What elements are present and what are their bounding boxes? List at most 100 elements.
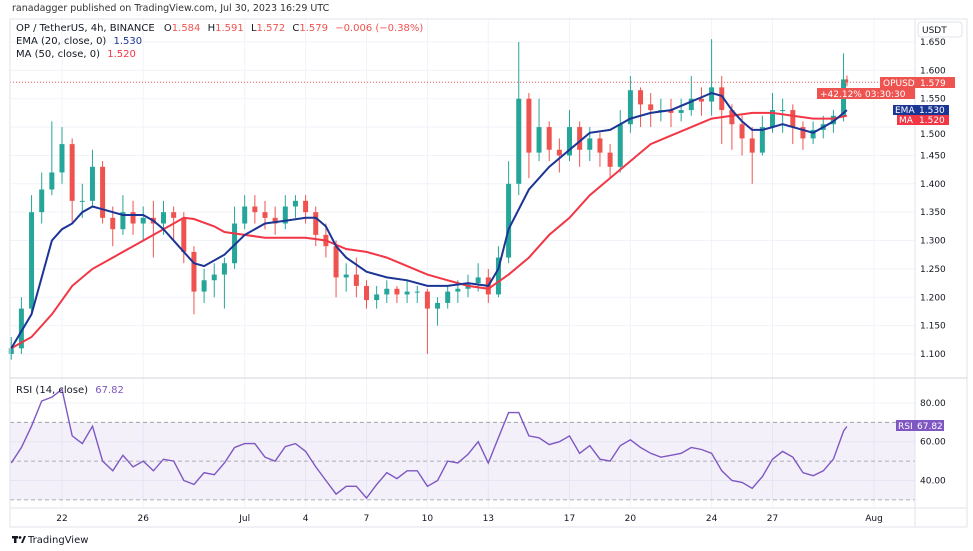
time-tick-label: 10	[422, 514, 434, 524]
price-tick-label: 1.600	[920, 66, 946, 76]
legend-c-label: C	[292, 23, 299, 34]
candle-body	[790, 110, 796, 128]
candle-body	[688, 98, 694, 111]
candle-body	[475, 277, 481, 284]
legend-change: −0.006 (−0.38%)	[335, 23, 423, 34]
legend-rsi-value: 67.82	[95, 385, 124, 396]
candle-body	[546, 127, 552, 150]
candle-body	[577, 127, 583, 150]
last-price-tag: OPUSDT 1.579 +42.12% 03:30:30	[817, 77, 955, 100]
ma-tag-label: MA	[899, 116, 914, 126]
time-tick-label: Aug	[865, 514, 883, 524]
candle-body	[506, 183, 512, 258]
candle-body	[8, 348, 14, 354]
rsi-tick-label: 40.00	[920, 477, 946, 487]
rsi-tag-label: RSI	[898, 422, 913, 432]
candle-body	[353, 274, 359, 286]
candle-body	[607, 152, 613, 167]
candle-body	[556, 149, 562, 156]
candle-body	[617, 124, 623, 167]
legend-rsi-label: RSI (14, close)	[16, 385, 88, 396]
candle-body	[29, 212, 35, 309]
chart-frame	[9, 18, 968, 528]
change-percent: +42.12%	[820, 90, 862, 100]
candle-body	[845, 79, 849, 83]
candle-body	[698, 98, 704, 102]
time-tick-label: 17	[564, 514, 575, 524]
legend-rsi[interactable]: RSI (14, close) 67.82	[16, 385, 124, 396]
candle-body	[678, 110, 684, 113]
rsi-tick-label: 60.00	[920, 438, 946, 448]
published-text: ranadagger published on TradingView.com,…	[12, 3, 330, 14]
rsi-ticks[interactable]: 80.00 60.00 40.00	[920, 399, 946, 487]
candle-body	[272, 217, 278, 224]
candle-body	[780, 110, 786, 112]
candle-body	[668, 110, 674, 113]
candle-body	[18, 308, 24, 349]
time-tick-label: 4	[303, 514, 309, 524]
candle-body	[424, 291, 430, 309]
legend-low: 1.572	[257, 23, 286, 34]
currency-button[interactable]: USDT	[917, 21, 963, 38]
legend-ma[interactable]: MA (50, close, 0) 1.520	[16, 49, 136, 60]
candle-body	[364, 285, 369, 301]
legend-ma-label: MA (50, close, 0)	[16, 49, 100, 60]
legend-high: 1.591	[215, 23, 244, 34]
candle-body	[181, 217, 187, 252]
candle-body	[59, 144, 65, 173]
symbol-tag: OPUSDT	[883, 79, 921, 89]
time-tick-label: 13	[483, 514, 494, 524]
candle-body	[79, 200, 85, 202]
candle-body	[435, 302, 441, 309]
candle-body	[140, 217, 146, 224]
tradingview-brand: TradingView	[27, 535, 88, 546]
time-tick-label: 27	[767, 514, 778, 524]
price-tick-label: 1.100	[920, 350, 946, 360]
ma-line	[10, 111, 848, 350]
candle-body	[627, 90, 633, 125]
ema-tag-value: 1.530	[919, 106, 945, 116]
time-tick-label: 26	[137, 514, 149, 524]
time-ticks[interactable]: 22 26 Jul 4 7 10 13 17 20 24 27 Aug	[56, 514, 883, 524]
candle-body	[810, 129, 816, 139]
time-tick-label: 24	[706, 514, 718, 524]
price-tick-label: 1.250	[920, 265, 946, 275]
rsi-line	[10, 388, 848, 500]
tradingview-logo[interactable]: TradingView	[12, 535, 88, 546]
candle-body	[110, 217, 116, 230]
price-ticks[interactable]: 1.650 1.600 1.550 1.500 1.450 1.400 1.350 1.300…	[920, 38, 946, 360]
candle-body	[455, 288, 461, 292]
candle-body	[252, 206, 258, 213]
legend-ema[interactable]: EMA (20, close, 0) 1.530	[16, 36, 142, 47]
candle-body	[648, 104, 654, 111]
rsi-tag: RSI 67.82	[896, 420, 944, 432]
candle-body	[232, 223, 238, 264]
candle-body	[770, 110, 775, 128]
candle-body	[384, 288, 390, 295]
candle-body	[130, 212, 136, 224]
candle-body	[729, 110, 735, 125]
candle-body	[536, 127, 542, 153]
candle-body	[69, 144, 75, 201]
candle-body	[120, 212, 126, 230]
candle-body	[587, 138, 593, 150]
bar-countdown: 03:30:30	[865, 90, 906, 100]
price-tick-label: 1.350	[920, 208, 946, 218]
legend-o-label: O	[164, 23, 172, 34]
price-tick-label: 1.650	[920, 38, 946, 48]
candle-body	[100, 166, 106, 218]
candle-body	[516, 98, 522, 184]
legend-ema-value: 1.530	[114, 36, 143, 47]
candle-body	[638, 90, 644, 105]
candle-body	[404, 291, 410, 295]
candle-body	[800, 127, 806, 139]
candle-body	[830, 115, 836, 125]
candle-body	[749, 138, 755, 153]
candles	[8, 39, 849, 360]
candle-body	[171, 212, 177, 218]
time-tick-label: 20	[625, 514, 637, 524]
candle-body	[191, 251, 197, 292]
candle-body	[242, 206, 248, 224]
price-tick-label: 1.550	[920, 95, 946, 105]
